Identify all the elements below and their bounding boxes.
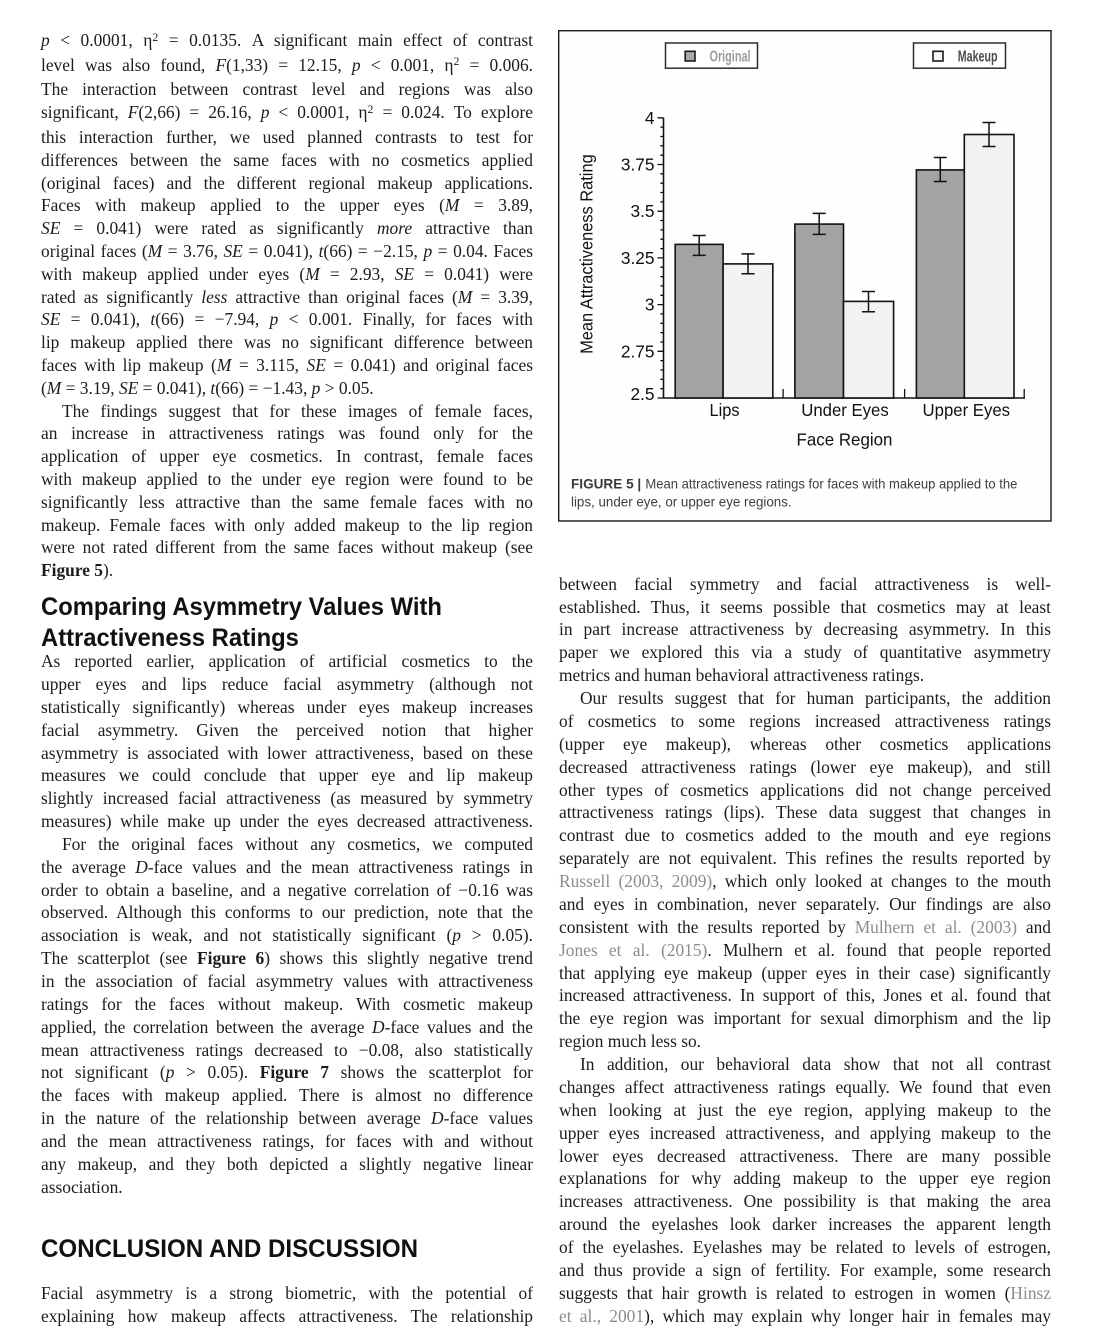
svg-text:4: 4 bbox=[645, 107, 655, 127]
svg-text:Upper Eyes: Upper Eyes bbox=[923, 400, 1011, 420]
svg-text:3.5: 3.5 bbox=[630, 201, 654, 221]
svg-text:FIGURE 5 |: FIGURE 5 | bbox=[571, 475, 641, 491]
svg-text:2.75: 2.75 bbox=[621, 341, 655, 361]
svg-text:3.75: 3.75 bbox=[621, 154, 655, 174]
svg-text:Lips: Lips bbox=[710, 400, 740, 420]
svg-text:Mean attractiveness ratings fo: Mean attractiveness ratings for faces wi… bbox=[645, 475, 1017, 491]
svg-text:Original: Original bbox=[710, 48, 751, 65]
svg-text:Makeup: Makeup bbox=[958, 48, 998, 65]
svg-text:3.25: 3.25 bbox=[621, 247, 655, 267]
svg-text:Mean Attractiveness Rating: Mean Attractiveness Rating bbox=[576, 154, 596, 354]
svg-text:lips, under eye, or upper eye: lips, under eye, or upper eye regions. bbox=[571, 493, 792, 509]
svg-text:Under Eyes: Under Eyes bbox=[801, 400, 889, 420]
svg-text:3: 3 bbox=[645, 294, 655, 314]
svg-text:Face Region: Face Region bbox=[797, 429, 893, 449]
svg-text:2.5: 2.5 bbox=[630, 384, 654, 404]
